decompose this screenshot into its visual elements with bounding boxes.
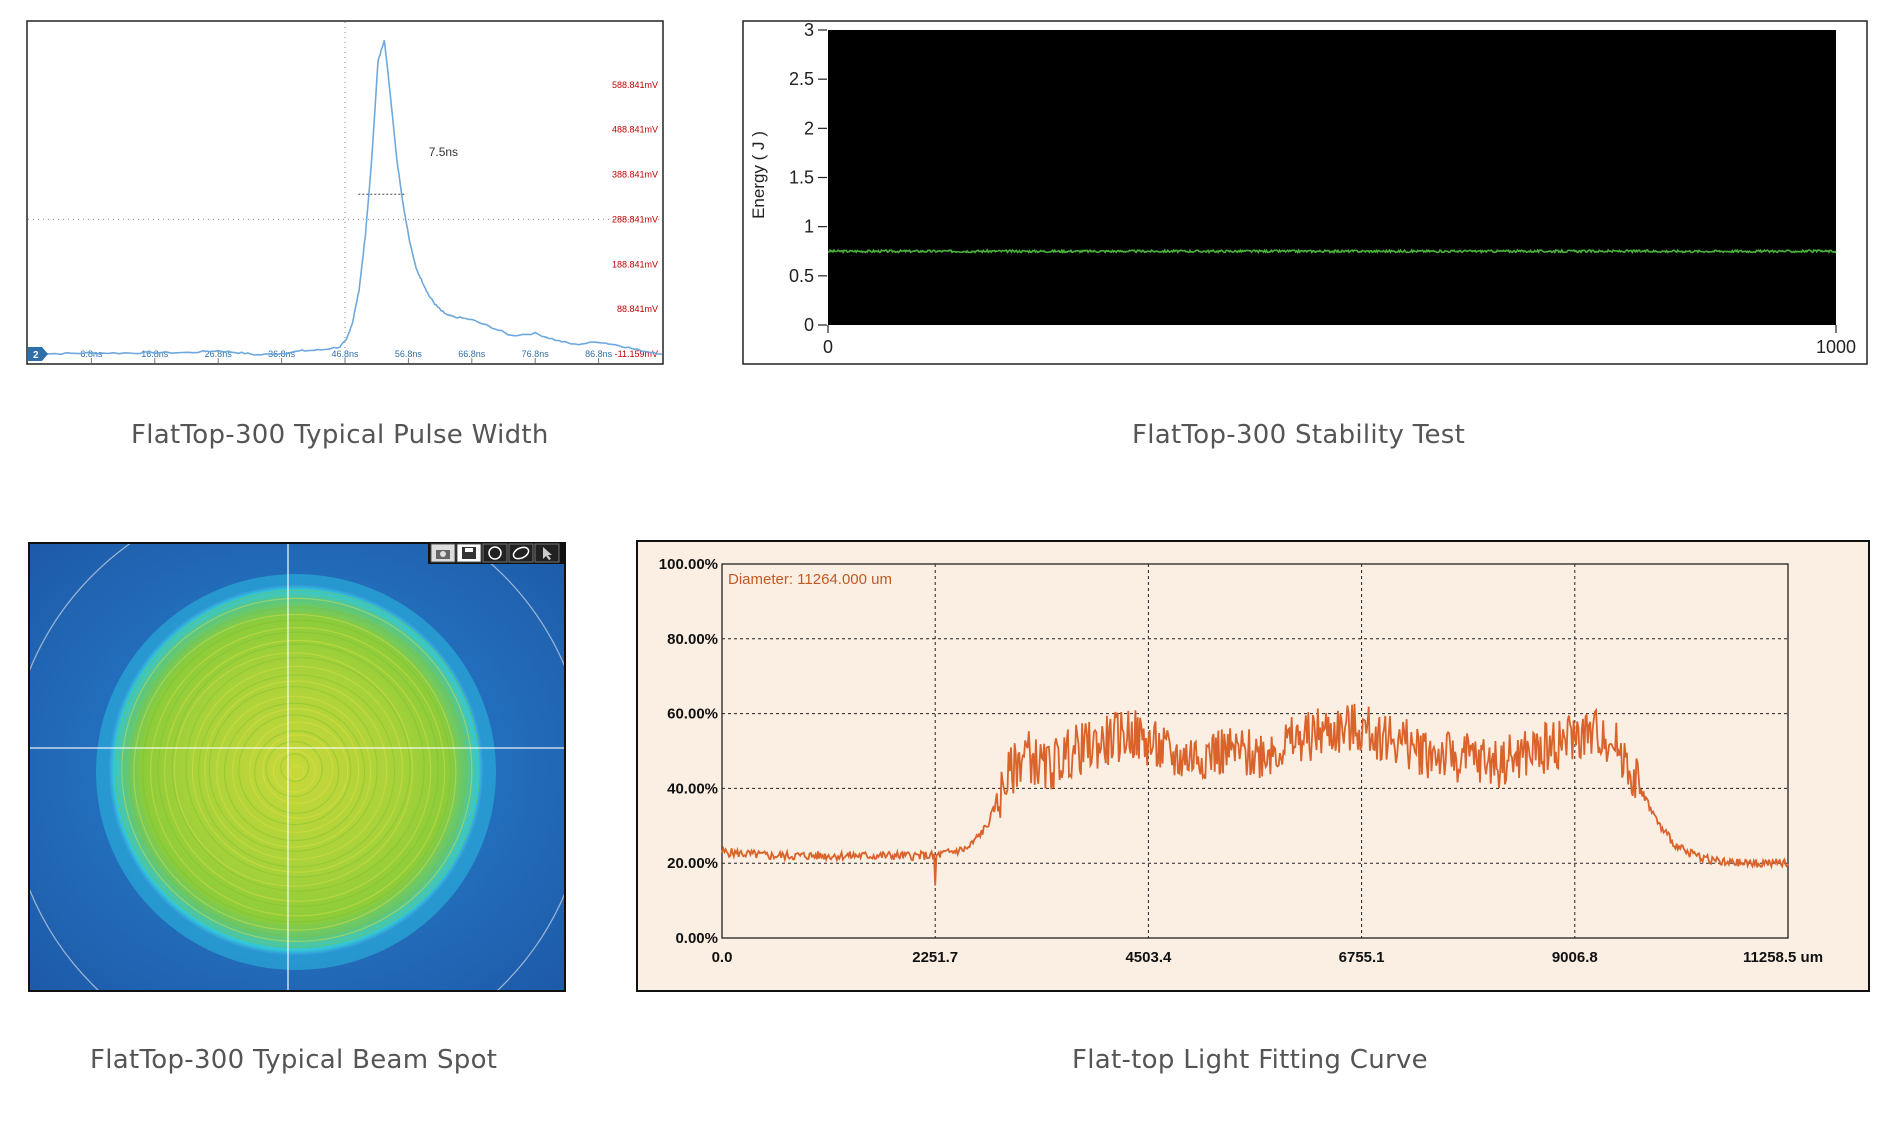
pulse-y-tick-label: -11.159mV (615, 349, 658, 359)
beam-ring (171, 643, 425, 892)
pulse-y-tick-label: 88.841mV (617, 304, 658, 314)
fitting-y-tick-label: 40.00% (667, 780, 718, 797)
pulse-x-tick-label: 46.8ns (331, 349, 359, 359)
caption-beam-spot: FlatTop-300 Typical Beam Spot (90, 1045, 498, 1075)
stability-y-tick-label: 1 (804, 217, 814, 237)
fitting-y-ticks: 100.00% 80.00% 60.00% 40.00% 20.00% 0.00% (659, 556, 718, 947)
pulse-series-line (27, 39, 663, 356)
beam-rings (114, 589, 481, 948)
pulse-x-tick-label: 66.8ns (458, 349, 486, 359)
beam-spot-svg (28, 542, 566, 992)
pulse-y-tick-label: 488.841mV (612, 125, 658, 135)
pulse-width-chart: 6.8ns 16.8ns 26.8ns 36.8ns 46.8ns 56.8ns 66.8n… (26, 20, 664, 365)
circle-icon[interactable] (482, 543, 508, 563)
fitting-curve-svg: 100.00% 80.00% 60.00% 40.00% 20.00% 0.00% 0.0… (636, 540, 1870, 992)
fitting-x-tick-label: 4503.4 (1125, 949, 1172, 966)
beam-ring (133, 613, 457, 931)
beam-ring (238, 714, 352, 826)
channel-marker: 2 (28, 346, 48, 361)
stability-x-ticks: 0 1000 (823, 325, 1856, 357)
fitting-x-tick-label: 2251.7 (912, 949, 958, 966)
beam-ring (164, 639, 432, 902)
stability-y-tick-label: 3 (804, 20, 814, 40)
stability-series-line (827, 248, 1837, 255)
fitting-x-tick-label: 6755.1 (1339, 949, 1385, 966)
stability-y-tick-label: 0.5 (789, 266, 814, 286)
camera-icon[interactable] (430, 543, 456, 563)
pulse-x-tick-label: 86.8ns (585, 349, 613, 359)
beam-ring (191, 665, 404, 873)
save-icon[interactable] (456, 543, 482, 563)
beam-ring (197, 674, 396, 868)
stability-chart: 0 0.5 1 1.5 2 2.5 3 0 1000 Energy ( J ) (742, 20, 1868, 365)
beam-toolbar (428, 542, 566, 564)
beam-ring (216, 695, 372, 848)
beam-ring (185, 656, 411, 878)
beam-ring (208, 685, 378, 852)
beam-ring (232, 708, 360, 833)
stability-y-axis-label: Energy ( J ) (749, 131, 768, 219)
beam-ring (249, 721, 349, 819)
pulse-y-tick-label: 388.841mV (612, 170, 658, 180)
cursor-icon[interactable] (534, 543, 560, 563)
fitting-y-tick-label: 80.00% (667, 631, 718, 648)
pulse-x-tick-label: 26.8ns (205, 349, 233, 359)
stability-x-tick-label: 0 (823, 337, 833, 357)
fitting-x-tick-label: 9006.8 (1552, 949, 1598, 966)
pulse-y-tick-label: 188.841mV (612, 259, 658, 269)
caption-stability: FlatTop-300 Stability Test (1132, 420, 1466, 450)
pulse-y-tick-label: 288.841mV (612, 214, 658, 224)
fitting-x-ticks: 0.0 2251.7 4503.4 6755.1 9006.8 11258.5 um (712, 949, 1823, 966)
beam-ring (121, 597, 473, 942)
pulse-grid (28, 22, 662, 363)
beam-spot-image (28, 542, 566, 992)
fitting-x-tick-label: 11258.5 um (1743, 949, 1823, 966)
pulse-annotation: 7.5ns (429, 145, 458, 159)
beam-ring (223, 702, 366, 842)
beam-frame (28, 542, 566, 992)
caption-fitting-curve: Flat-top Light Fitting Curve (1072, 1045, 1428, 1075)
pulse-x-tick-label: 76.8ns (522, 349, 550, 359)
channel-marker-label: 2 (33, 350, 39, 361)
stability-y-tick-label: 2 (804, 118, 814, 138)
caption-pulse-width: FlatTop-300 Typical Pulse Width (131, 420, 549, 450)
beam-ring (289, 764, 305, 780)
beam-ring (272, 750, 316, 793)
beam-ring (254, 730, 340, 814)
channel-marker-shape (28, 346, 48, 361)
stability-y-tick-label: 0 (804, 315, 814, 335)
pulse-x-tick-label: 56.8ns (395, 349, 423, 359)
beam-ring (149, 627, 446, 917)
fitting-y-tick-label: 0.00% (675, 930, 718, 947)
fitting-annotation: Diameter: 11264.000 um (728, 571, 892, 588)
stability-y-ticks: 0 0.5 1 1.5 2 2.5 3 (789, 20, 827, 335)
beam-ring (142, 619, 452, 923)
pulse-y-ticks: 588.841mV 488.841mV 388.841mV 288.841mV 188.… (612, 80, 658, 359)
beam-ring (129, 606, 467, 938)
ellipse-icon[interactable] (508, 543, 534, 563)
fitting-curve-chart: 100.00% 80.00% 60.00% 40.00% 20.00% 0.00% 0.0… (636, 540, 1870, 992)
beam-ring (204, 680, 388, 861)
beam-ring (262, 734, 334, 804)
pulse-width-svg: 6.8ns 16.8ns 26.8ns 36.8ns 46.8ns 56.8ns 66.8n… (26, 20, 664, 365)
beam-ring (173, 652, 413, 887)
stability-y-tick-label: 2.5 (789, 69, 814, 89)
fitting-y-tick-label: 60.00% (667, 706, 718, 723)
stability-svg: 0 0.5 1 1.5 2 2.5 3 0 1000 Energy ( J ) (742, 20, 1868, 365)
beam-ring (114, 589, 481, 948)
fitting-x-tick-label: 0.0 (712, 949, 733, 966)
fitting-series-line (721, 703, 1789, 886)
beam-ring (157, 631, 439, 908)
beam-ring (265, 740, 323, 798)
pulse-x-tick-label: 6.8ns (80, 349, 103, 359)
stability-y-tick-label: 1.5 (789, 168, 814, 188)
fitting-y-tick-label: 100.00% (659, 556, 718, 573)
beam-ring (280, 753, 310, 782)
fitting-y-tick-label: 20.00% (667, 855, 718, 872)
pulse-y-tick-label: 588.841mV (612, 80, 658, 90)
stability-plot-area (828, 30, 1836, 325)
beam-spot (108, 584, 484, 956)
stability-x-tick-label: 1000 (1816, 337, 1856, 357)
